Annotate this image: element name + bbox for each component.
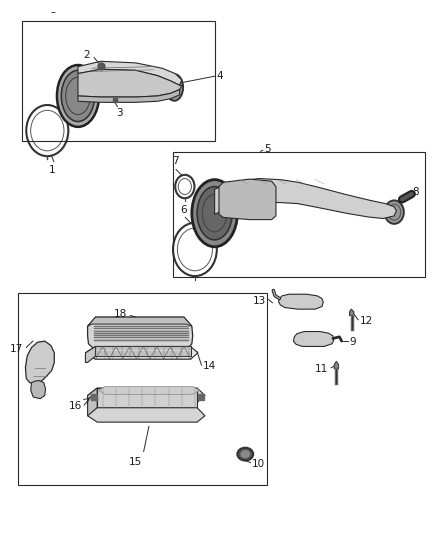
Text: 15: 15 <box>129 457 142 467</box>
Ellipse shape <box>197 187 232 240</box>
Text: 17: 17 <box>10 344 23 354</box>
Text: 3: 3 <box>116 108 123 118</box>
Bar <box>173 152 425 277</box>
Polygon shape <box>219 179 276 220</box>
Text: 18: 18 <box>114 310 127 319</box>
Text: 12: 12 <box>360 316 373 326</box>
Polygon shape <box>88 408 205 422</box>
Text: 13: 13 <box>253 296 266 306</box>
Polygon shape <box>88 317 193 349</box>
Polygon shape <box>25 341 54 384</box>
Text: 1: 1 <box>49 165 56 175</box>
Text: 9: 9 <box>350 337 356 347</box>
Text: 10: 10 <box>252 459 265 469</box>
Ellipse shape <box>192 180 237 247</box>
Text: 2: 2 <box>83 51 90 60</box>
Polygon shape <box>97 388 197 408</box>
Text: 8: 8 <box>413 187 419 197</box>
Ellipse shape <box>237 448 253 461</box>
Text: 16: 16 <box>69 401 82 411</box>
Text: 11: 11 <box>315 364 328 374</box>
Polygon shape <box>88 388 97 416</box>
Text: –: – <box>50 7 55 17</box>
Text: 7: 7 <box>172 156 179 166</box>
Polygon shape <box>350 309 354 316</box>
Polygon shape <box>78 61 182 85</box>
Ellipse shape <box>385 200 404 224</box>
Bar <box>22 21 215 141</box>
Bar <box>18 293 267 485</box>
Polygon shape <box>293 332 334 346</box>
Text: 6: 6 <box>180 205 187 215</box>
Text: 5: 5 <box>265 144 271 154</box>
Ellipse shape <box>241 450 250 458</box>
Polygon shape <box>88 317 192 326</box>
Polygon shape <box>31 381 46 399</box>
Polygon shape <box>215 179 396 219</box>
Polygon shape <box>279 294 323 309</box>
Polygon shape <box>78 90 180 102</box>
Ellipse shape <box>166 74 183 101</box>
Ellipse shape <box>61 70 95 122</box>
Text: 14: 14 <box>203 361 216 371</box>
Polygon shape <box>85 346 95 362</box>
Polygon shape <box>78 69 182 97</box>
Polygon shape <box>95 346 191 356</box>
Ellipse shape <box>57 65 99 127</box>
Polygon shape <box>99 386 199 394</box>
Polygon shape <box>85 346 198 359</box>
Polygon shape <box>334 361 339 369</box>
Polygon shape <box>88 388 205 402</box>
Text: 4: 4 <box>216 71 223 81</box>
